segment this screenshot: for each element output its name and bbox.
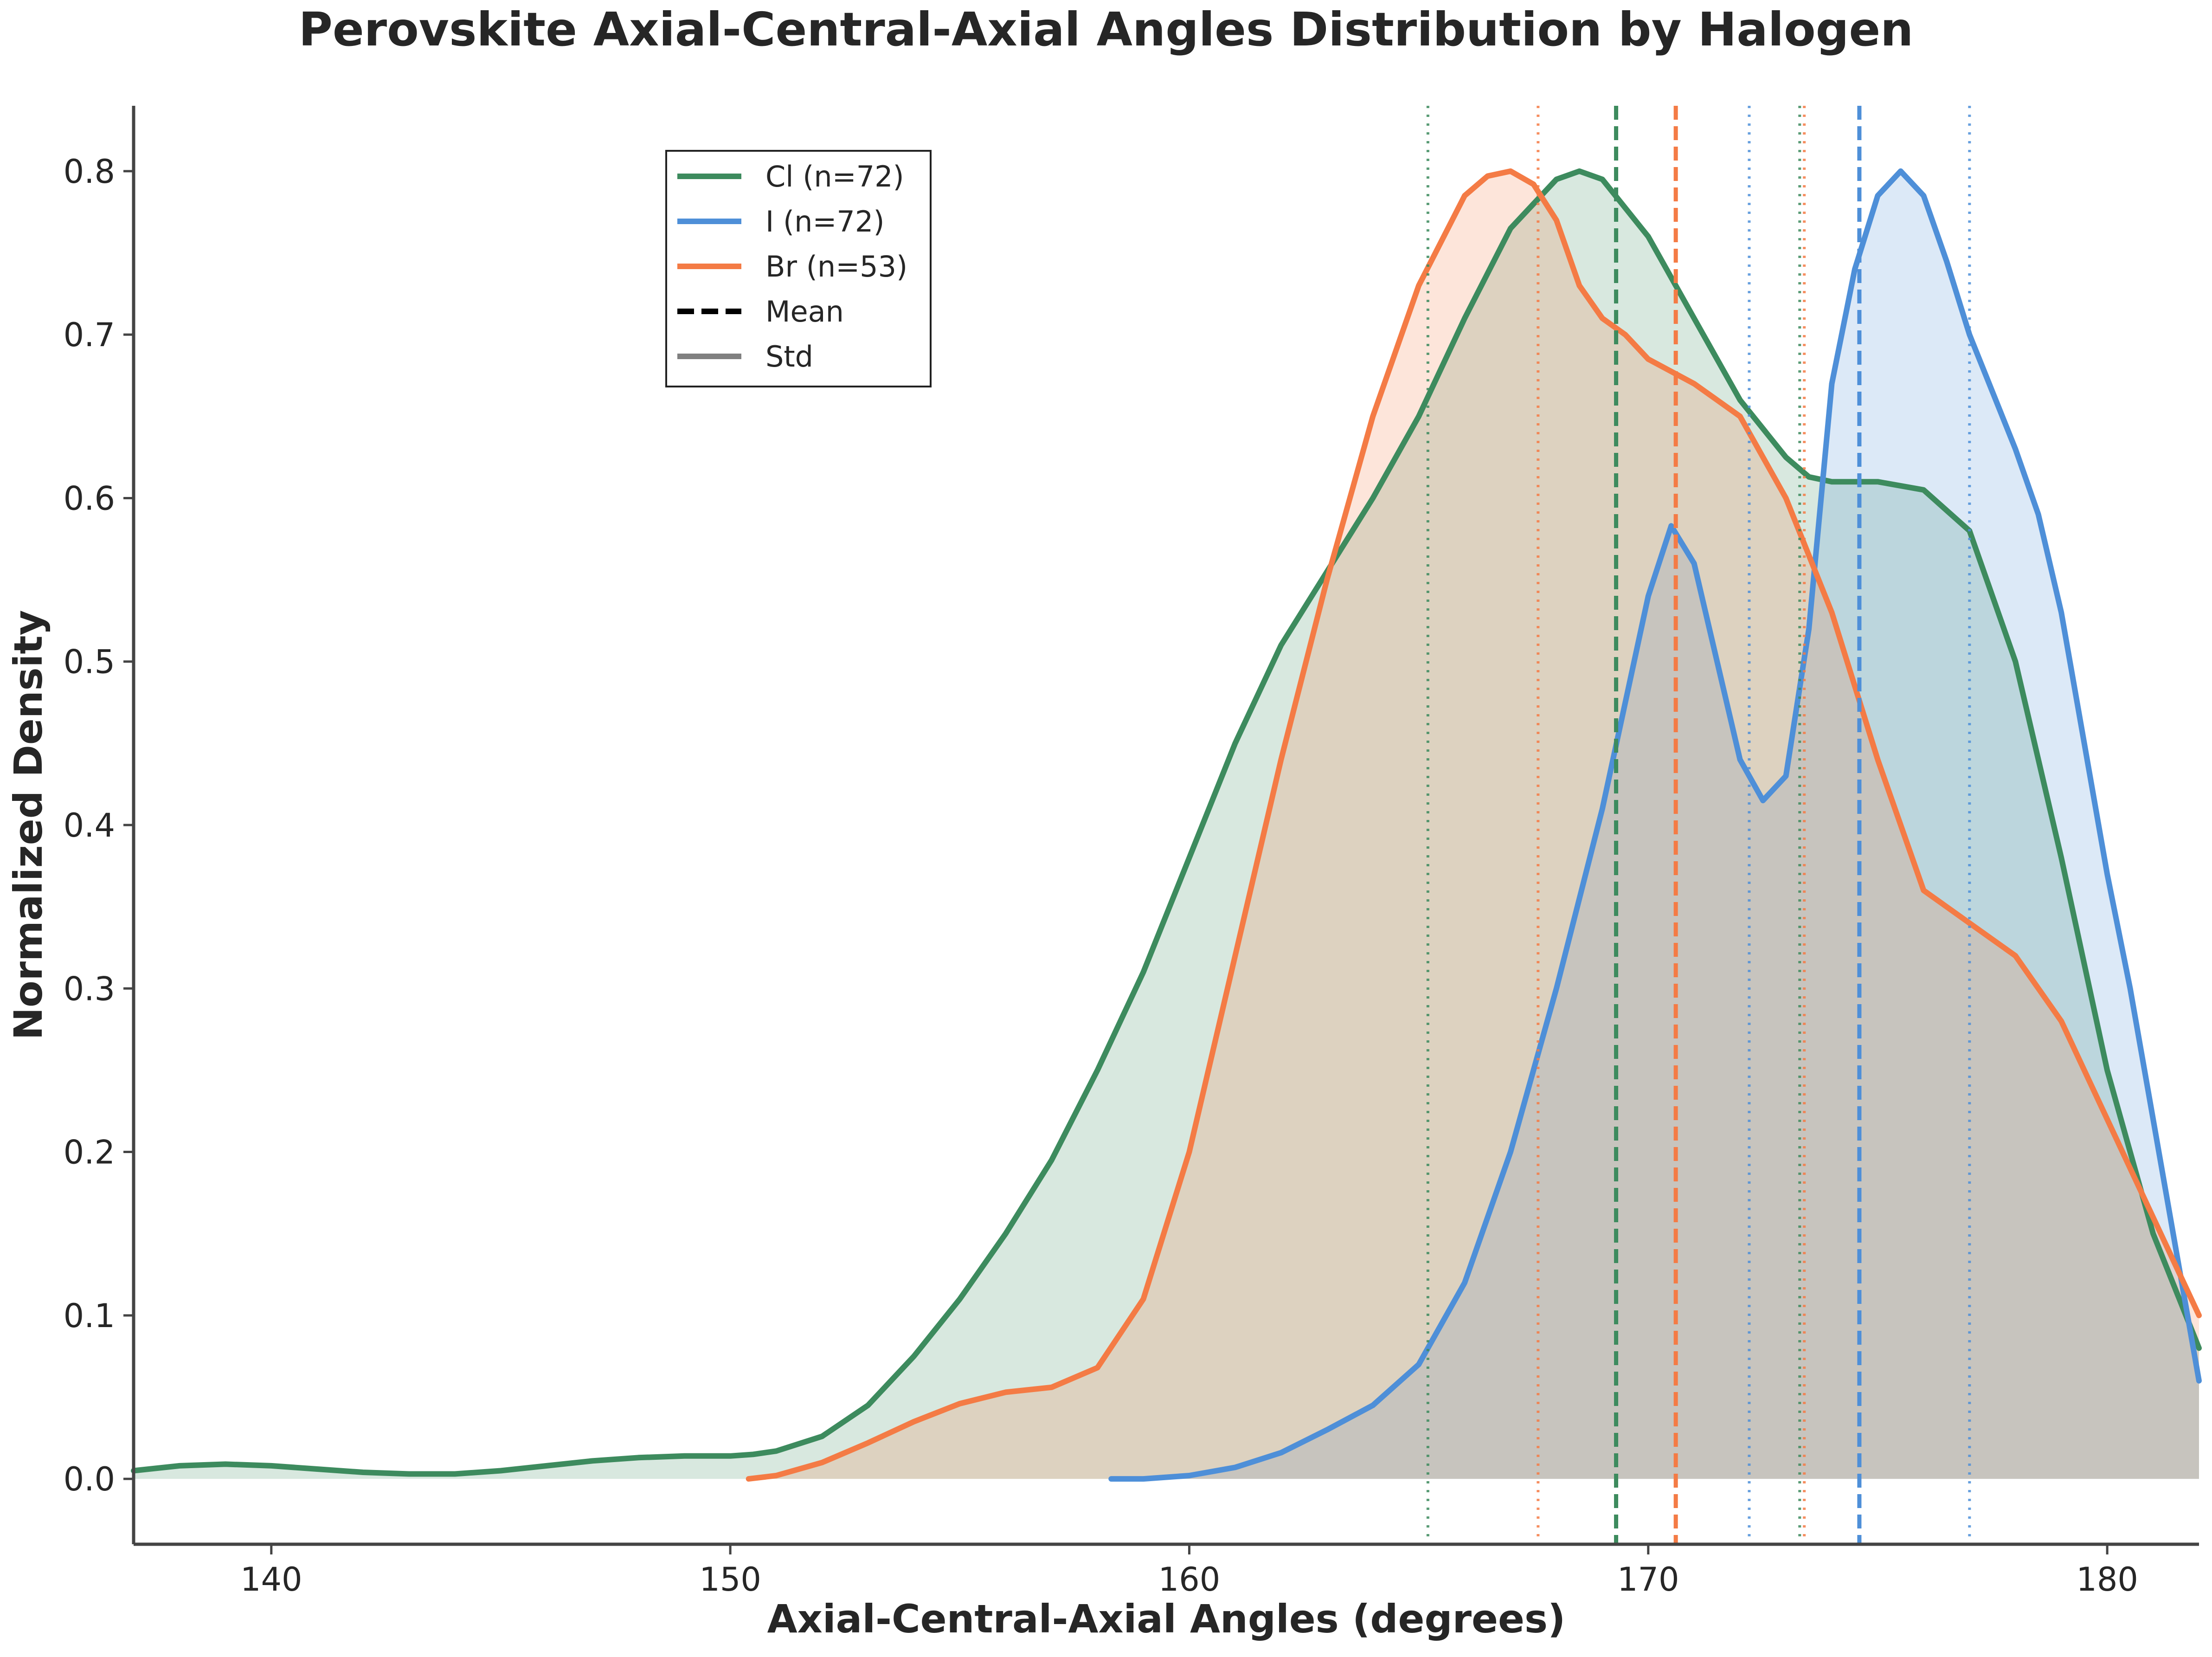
x-tick-label: 140 [240,1560,302,1599]
legend-label-br: Br (n=53) [765,250,907,284]
legend-label-mean: Mean [765,295,844,329]
x-axis-label: Axial-Central-Axial Angles (degrees) [767,1596,1566,1642]
legend-label-i: I (n=72) [765,205,885,239]
x-tick-label: 170 [1617,1560,1679,1599]
y-tick-label: 0.8 [64,153,115,191]
legend-items: Cl (n=72) I (n=72) Br (n=53) Mean Std [677,160,907,374]
plot-areas [134,171,2199,1479]
x-ticks: 140 150 160 170 180 [240,1544,2138,1599]
y-tick-label: 0.6 [64,479,115,517]
legend: Cl (n=72) I (n=72) Br (n=53) Mean Std [665,150,932,387]
x-tick-label: 180 [2076,1560,2138,1599]
line-br [746,168,2202,1482]
legend-label-std: Std [765,340,813,374]
legend-label-cl: Cl (n=72) [765,160,904,193]
area-cl [134,171,2199,1479]
chart-title: Perovskite Axial-Central-Axial Angles Di… [299,2,1914,57]
plot-lines [131,168,2202,1482]
y-axis-label: Normalized Density [6,610,51,1040]
line-i [1108,168,2202,1482]
stat-lines [1426,106,1971,1544]
y-tick-label: 0.5 [64,643,115,681]
y-ticks: 0.0 0.1 0.2 0.3 0.4 0.5 0.6 0.7 0.8 [64,153,134,1498]
y-tick-label: 0.7 [64,316,115,354]
area-br [748,171,2199,1479]
y-tick-label: 0.3 [64,970,115,1008]
x-tick-label: 160 [1158,1560,1221,1599]
y-tick-label: 0.4 [64,806,115,845]
y-tick-label: 0.0 [64,1460,115,1498]
line-cl [131,168,2202,1477]
y-tick-label: 0.1 [64,1297,115,1335]
x-tick-label: 150 [699,1560,761,1599]
y-tick-label: 0.2 [64,1134,115,1172]
area-i [1111,171,2199,1479]
